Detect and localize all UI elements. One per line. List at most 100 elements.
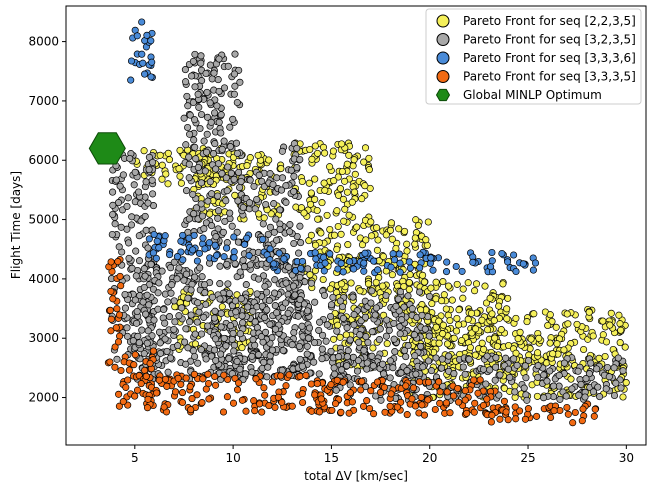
data-point (261, 282, 269, 290)
data-point (289, 282, 298, 290)
data-point (158, 267, 166, 275)
data-point (277, 372, 285, 380)
data-point (296, 296, 304, 304)
data-point (368, 352, 376, 360)
data-point (369, 362, 377, 370)
data-point (368, 232, 376, 240)
data-point (124, 194, 132, 202)
data-point (170, 258, 178, 266)
data-point (373, 246, 381, 254)
data-point (390, 319, 398, 327)
data-point (145, 301, 153, 309)
data-point (503, 305, 511, 313)
data-point (178, 304, 186, 312)
data-point (353, 223, 361, 231)
data-point (147, 73, 155, 81)
data-point (179, 231, 187, 239)
data-point (427, 254, 435, 262)
data-point (212, 233, 220, 241)
data-point (315, 370, 323, 378)
data-point (601, 352, 609, 361)
data-point (323, 321, 331, 329)
data-point (400, 303, 408, 311)
data-point (229, 115, 237, 123)
data-point (439, 278, 447, 286)
data-point (107, 315, 115, 323)
data-point (470, 408, 478, 416)
data-point (298, 257, 307, 265)
data-point (216, 262, 224, 270)
data-point (307, 189, 315, 197)
data-point (107, 258, 115, 266)
data-point (397, 398, 405, 406)
data-point (410, 331, 418, 339)
data-point (432, 278, 440, 286)
data-point (347, 279, 355, 287)
data-point (236, 78, 244, 86)
x-tick-label: 30 (619, 451, 634, 465)
data-point (189, 190, 197, 198)
data-point (225, 289, 233, 297)
data-point (336, 297, 344, 305)
data-point (192, 155, 200, 163)
data-point (519, 260, 527, 268)
data-point (211, 372, 219, 381)
x-tick-label: 5 (131, 451, 139, 465)
data-point (390, 335, 398, 343)
data-point (282, 382, 290, 390)
data-point (275, 249, 283, 257)
global-optimum-marker (88, 132, 126, 165)
data-point (282, 182, 290, 190)
data-point (145, 153, 153, 161)
data-point (356, 331, 364, 339)
data-point (358, 241, 367, 249)
data-point (372, 304, 380, 312)
data-point (174, 342, 182, 350)
data-point (160, 305, 168, 314)
data-point (424, 313, 432, 321)
data-point (330, 231, 339, 239)
data-point (334, 222, 342, 231)
data-point (303, 350, 311, 358)
data-point (416, 264, 424, 272)
data-point (339, 378, 347, 386)
data-point (346, 336, 354, 344)
data-point (241, 240, 249, 249)
data-point (155, 244, 163, 252)
data-point (338, 280, 346, 288)
data-point (222, 342, 230, 350)
data-point (249, 336, 257, 344)
data-point (233, 98, 241, 107)
data-point (264, 363, 272, 371)
data-point (574, 367, 582, 375)
data-point (197, 200, 205, 208)
data-point (450, 370, 458, 378)
data-point (241, 370, 250, 378)
data-point (326, 163, 334, 171)
data-point (343, 160, 351, 168)
data-point (376, 388, 385, 396)
legend-marker (436, 70, 450, 83)
data-point (418, 401, 426, 409)
data-point (109, 188, 117, 196)
data-point (492, 363, 500, 371)
data-point (164, 149, 172, 157)
data-point (138, 50, 146, 58)
data-point (389, 364, 397, 372)
data-point (233, 386, 242, 394)
data-point (214, 225, 222, 233)
data-point (218, 169, 226, 178)
data-point (331, 370, 339, 378)
data-point (463, 409, 471, 417)
scatter-points (88, 18, 630, 427)
data-point (188, 395, 196, 403)
data-point (231, 50, 239, 58)
data-point (461, 370, 469, 378)
data-point (238, 396, 246, 404)
data-point (432, 354, 440, 362)
data-point (115, 311, 124, 319)
data-point (276, 206, 284, 214)
data-point (374, 236, 382, 244)
data-point (299, 398, 307, 407)
data-point (288, 341, 296, 349)
